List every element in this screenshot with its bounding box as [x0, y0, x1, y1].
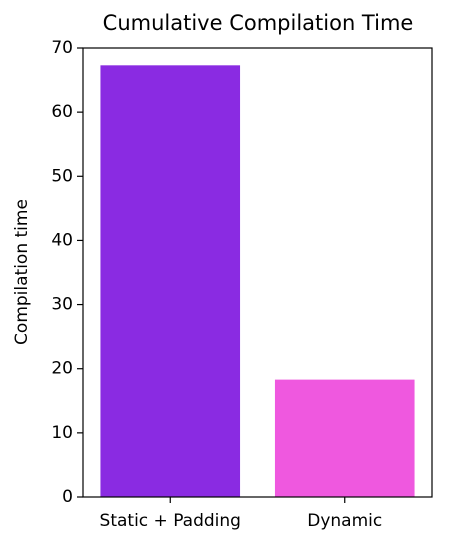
y-tick-label: 60: [51, 102, 73, 122]
x-tick-label: Static + Padding: [100, 511, 241, 531]
x-tick-label: Dynamic: [307, 511, 382, 531]
y-tick-label: 30: [51, 295, 73, 315]
bar: [274, 379, 415, 497]
y-tick-label: 20: [51, 359, 73, 379]
y-tick-label: 70: [51, 38, 73, 58]
bar: [100, 65, 241, 497]
y-tick-label: 40: [51, 230, 73, 250]
y-tick-label: 10: [51, 423, 73, 443]
y-axis-label: Compilation time: [12, 199, 32, 345]
y-tick-label: 50: [51, 166, 73, 186]
chart-title: Cumulative Compilation Time: [103, 11, 414, 35]
plot-frame: [82, 47, 433, 498]
y-tick-label: 0: [62, 487, 73, 507]
